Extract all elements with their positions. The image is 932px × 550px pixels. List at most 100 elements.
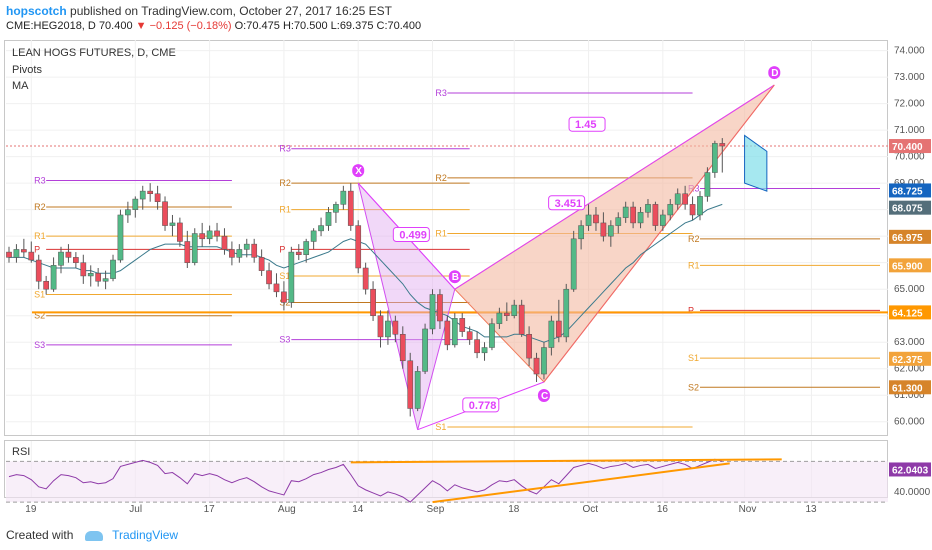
candle-body: [704, 172, 711, 197]
candle-body: [355, 225, 362, 269]
candle-body: [593, 214, 599, 224]
pattern-point-label: B: [452, 272, 459, 283]
last-price: 70.400: [98, 20, 133, 32]
candle-body: [585, 214, 592, 226]
price-label-box: [889, 258, 931, 273]
candle-body: [65, 251, 72, 258]
rsi-chart: [6, 458, 888, 504]
candle-body: [541, 347, 547, 375]
candle-body: [169, 222, 176, 226]
candle-body: [444, 320, 451, 346]
harmonic-pattern: X B C D 1.45 0.499 0.778 3.451: [352, 66, 781, 431]
candle-body: [362, 267, 369, 290]
candle-body: [132, 198, 139, 210]
y-tick-label: 62.000: [894, 364, 925, 375]
rsi-legend: RSI: [12, 446, 31, 458]
candle-body: [385, 320, 391, 338]
rsi-trendline: [432, 462, 730, 504]
price-label-box: [889, 200, 931, 215]
y-axis: 74.00073.00072.00071.00070.00069.00068.0…: [889, 46, 931, 498]
candle-body: [422, 328, 428, 372]
candle-body: [570, 238, 577, 290]
pattern-point-label: D: [771, 68, 778, 79]
candle-body: [392, 320, 399, 335]
x-tick-label: 18: [508, 504, 520, 515]
candle-body: [622, 206, 629, 218]
price-panel[interactable]: [4, 40, 888, 436]
candle-body: [496, 312, 503, 324]
candle-body: [555, 320, 562, 338]
pivot-label: R2: [279, 178, 291, 188]
candle-body: [518, 304, 525, 335]
candle-body: [526, 334, 532, 359]
candle-body: [615, 217, 622, 226]
pivot-label: R1: [435, 229, 447, 239]
pivot-label: R3: [435, 88, 447, 98]
change-text: −0.125 (−0.18%): [149, 20, 232, 32]
candle-body: [184, 241, 191, 263]
candle-body: [637, 212, 644, 224]
candle-body: [503, 312, 510, 316]
x-tick-label: Oct: [583, 504, 599, 515]
price-label: 70.400: [892, 142, 923, 153]
candle-body: [251, 243, 258, 258]
candle-body: [674, 193, 681, 205]
pivot-label: R1: [688, 260, 700, 270]
candle-body: [6, 251, 12, 258]
x-tick-label: 14: [352, 504, 364, 515]
x-tick-label: Nov: [739, 504, 757, 515]
x-tick-label: 19: [25, 504, 37, 515]
candle-body: [80, 262, 87, 277]
candle-body: [73, 257, 79, 263]
candle-body: [43, 280, 49, 290]
price-label-box: [889, 183, 931, 198]
pivot-label: S1: [34, 289, 45, 299]
price-label: 64.125: [892, 308, 923, 319]
candle-body: [645, 204, 651, 213]
candle-body: [28, 251, 35, 261]
candle-body: [147, 190, 154, 195]
candle-body: [236, 249, 243, 258]
candle-body: [533, 357, 540, 375]
pattern-point-badge: [352, 164, 365, 178]
candle-body: [563, 288, 570, 338]
candle-body: [689, 204, 696, 216]
price-label: 61.300: [892, 383, 923, 394]
author-link[interactable]: hopscotch: [6, 4, 67, 18]
header-bar: hopscotch published on TradingView.com, …: [0, 0, 932, 38]
candle-body: [682, 193, 688, 205]
candle-body: [429, 294, 436, 330]
candle-body: [600, 222, 607, 237]
y-tick-label: 63.000: [894, 337, 925, 348]
x-tick-label: 17: [204, 504, 216, 515]
candle-body: [377, 315, 384, 338]
rsi-label-box: [889, 462, 931, 477]
quote-line: CME:HEG2018, D 70.400 ▼ −0.125 (−0.18%) …: [6, 20, 421, 32]
candle-body: [347, 190, 354, 226]
y-tick-label: 61.000: [894, 390, 925, 401]
candle-body: [191, 233, 198, 263]
candle-body: [21, 249, 27, 253]
tradingview-link[interactable]: TradingView: [112, 528, 179, 542]
reversal-zone: [744, 134, 768, 192]
y-tick-label: 71.000: [894, 125, 925, 136]
rsi-tick-label: 40.0000: [894, 487, 931, 498]
candle-body: [139, 190, 146, 200]
candle-body: [110, 259, 116, 279]
candle-body: [117, 214, 124, 261]
price-label: 68.075: [892, 204, 923, 215]
rsi-line: [8, 458, 723, 503]
pivot-label: S3: [34, 340, 45, 350]
y-tick-label: 74.000: [894, 46, 925, 57]
pivot-label: R3: [34, 176, 46, 186]
pivot-label: R3: [279, 144, 291, 154]
y-tick-label: 70.000: [894, 152, 925, 163]
price-label: 66.975: [892, 233, 923, 244]
ohlc-text: O:70.475 H:70.500 L:69.375 C:70.400: [234, 20, 422, 32]
pivot-label: S2: [34, 311, 45, 321]
pattern-point-label: X: [355, 166, 362, 177]
pivot-label: P: [34, 244, 40, 254]
pattern-point-label: C: [541, 391, 548, 402]
candle-body: [102, 278, 109, 282]
